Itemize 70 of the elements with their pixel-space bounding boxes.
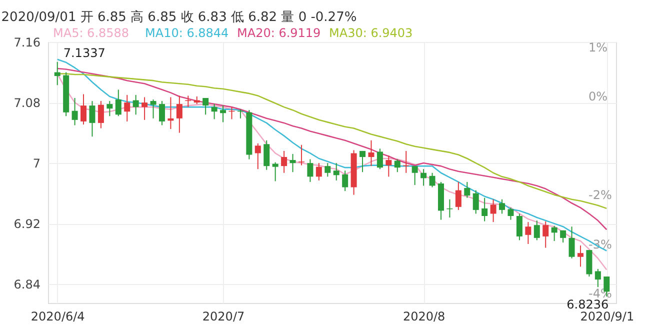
candlestick <box>54 61 60 86</box>
candlestick <box>298 144 304 166</box>
candlestick <box>290 153 296 173</box>
x-tick-label: 2020/8 <box>402 310 446 324</box>
candlestick <box>264 140 270 170</box>
candlestick <box>316 162 322 181</box>
candlestick <box>89 100 96 138</box>
candlestick <box>508 207 514 220</box>
candlestick <box>490 198 496 223</box>
candlestick <box>132 94 139 116</box>
text: MA5: 6.8588 <box>53 26 130 40</box>
text: MA10: 6.8844 <box>145 26 229 40</box>
x-tick-label: 2020/6/4 <box>30 310 85 324</box>
candlestick <box>211 104 218 120</box>
y2-tick-label: 1% <box>588 40 608 54</box>
y-tick-label: 6.84 <box>14 278 40 292</box>
candlestick <box>158 100 165 126</box>
candlestick <box>394 158 400 173</box>
candlestick <box>560 230 566 243</box>
y-tick-label: 6.92 <box>14 217 40 232</box>
x-tick-label: 2020/9/1 <box>580 310 634 324</box>
candlestick <box>525 222 532 244</box>
annotation: 6.8236 <box>566 297 609 312</box>
candlestick <box>568 226 575 259</box>
candlestick <box>324 162 331 178</box>
candlestick <box>455 181 462 210</box>
candlestick <box>98 100 104 129</box>
candlestick <box>307 158 314 182</box>
candlestick <box>254 142 261 170</box>
text: MA30: 6.9403 <box>329 26 413 40</box>
candlestick <box>342 170 348 192</box>
candlestick <box>124 94 130 122</box>
candlestick <box>577 245 584 268</box>
candlestick <box>72 97 78 126</box>
candlestick <box>464 181 470 198</box>
candlestick <box>412 166 418 186</box>
candlestick <box>281 150 288 174</box>
candlestick <box>516 213 522 241</box>
candlestick <box>115 89 122 117</box>
y2-tick-label: 0% <box>588 90 608 104</box>
candlestick <box>429 172 436 188</box>
text: MA20: 6.9119 <box>237 26 321 40</box>
chart-title: 2020/09/01 开 6.85 高 6.85 收 6.83 低 6.82 量 0 -0.27% <box>1 9 357 25</box>
candlestick <box>176 95 182 134</box>
candlestick <box>80 94 87 125</box>
candlestick <box>106 100 113 117</box>
candlestick <box>542 220 549 248</box>
candlestick <box>376 148 383 170</box>
candlestick <box>594 268 601 288</box>
candlestick <box>202 97 209 116</box>
candlestick <box>472 190 479 214</box>
candlestick <box>220 105 226 123</box>
x-tick-label: 2020/7 <box>202 310 245 324</box>
y2-tick-label: -2% <box>588 188 612 202</box>
candlestick <box>333 162 340 181</box>
candlestick <box>386 154 392 178</box>
candlestick <box>534 220 540 241</box>
candlestick <box>368 140 374 167</box>
candlestick <box>499 198 506 214</box>
y-tick-label: 7.16 <box>14 36 40 50</box>
y-tick-label: 7 <box>32 156 40 171</box>
candlestick <box>272 162 278 182</box>
candlestick <box>360 150 366 173</box>
candlestick <box>142 96 148 120</box>
candlestick <box>551 225 558 242</box>
candlestick <box>150 98 156 119</box>
y-tick-label: 7.08 <box>14 96 40 110</box>
candlestick <box>420 168 427 186</box>
annotation: 7.1337 <box>63 46 106 60</box>
candlestick <box>482 197 488 222</box>
